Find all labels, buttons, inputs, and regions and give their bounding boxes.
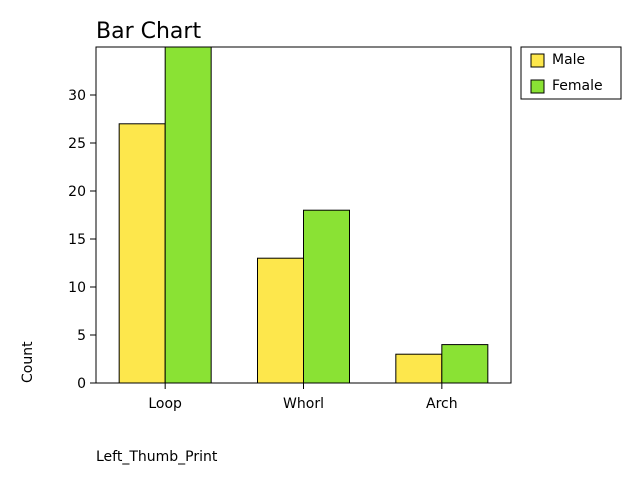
x-tick-label: Arch (426, 396, 458, 412)
chart-title: Bar Chart (96, 19, 201, 44)
y-tick-label: 25 (68, 136, 86, 152)
x-axis-label: Left_Thumb_Print (96, 449, 218, 465)
y-tick-label: 0 (77, 376, 86, 392)
y-tick-label: 15 (68, 232, 86, 248)
bar-female-whorl (303, 209, 350, 384)
x-tick-label: Whorl (283, 396, 324, 412)
bar-male-loop (118, 123, 166, 384)
bars-layer (118, 46, 489, 384)
bar-male-whorl (257, 257, 304, 384)
legend-swatch-female (530, 79, 545, 94)
bar-female-arch (441, 344, 489, 384)
y-tick-label: 20 (68, 184, 86, 200)
bar-female-loop (164, 46, 212, 384)
legend-label-male: Male (552, 52, 585, 68)
legend-swatch-male (530, 53, 545, 68)
x-tick-label: Loop (148, 396, 182, 412)
y-tick-label: 30 (68, 88, 86, 104)
bar-male-arch (395, 353, 443, 384)
legend: Male Female (520, 46, 622, 100)
y-axis: 0 5 10 15 20 25 30 (68, 88, 96, 392)
x-axis: Loop Whorl Arch (148, 383, 458, 412)
y-axis-label: Count (20, 341, 36, 383)
legend-label-female: Female (552, 78, 603, 94)
y-tick-label: 10 (68, 280, 86, 296)
y-tick-label: 5 (77, 328, 86, 344)
